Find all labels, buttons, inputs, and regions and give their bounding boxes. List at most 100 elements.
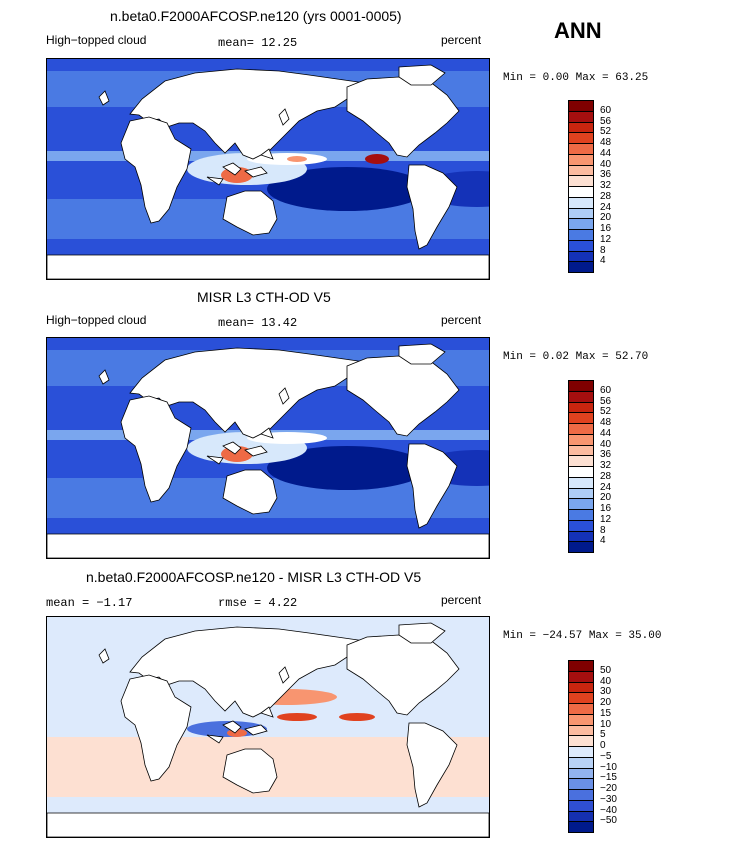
colorbar-swatch	[568, 261, 594, 273]
colorbar-tick-label: 40	[600, 675, 612, 687]
colorbar-tick-label: 44	[600, 427, 612, 439]
panel-2-map-svg	[47, 338, 489, 558]
colorbar-tick-label: 48	[600, 137, 612, 148]
panel-3-colorbar: 50 40 30 20 15 10 5 0 −5 −10 −15 −20 −30 −40 −50	[568, 660, 628, 833]
panama-max	[365, 154, 389, 164]
land-maritime	[206, 148, 274, 186]
land-samer	[406, 443, 458, 529]
land-green	[398, 622, 446, 644]
colorbar-tick-label: −15	[600, 772, 617, 784]
colorbar-tick-label: 12	[600, 233, 612, 245]
colorbar-tick-label: 0	[600, 740, 606, 751]
land-samer	[406, 722, 458, 808]
panel-3-map-svg	[47, 617, 489, 837]
colorbar-tick-label: 16	[600, 223, 612, 234]
panel-1-map-svg	[47, 59, 489, 279]
land-jap	[278, 387, 290, 405]
colorbar-tick-label: 44	[600, 147, 612, 159]
colorbar-tick-label: −50	[600, 815, 617, 827]
panel-3-minmax: Min = −24.57 Max = 35.00	[503, 630, 662, 642]
land-africa	[120, 116, 192, 224]
land-maritime	[206, 427, 274, 465]
colorbar-tick-label: −40	[600, 804, 617, 816]
panel-3-rmse: rmse = 4.22	[218, 596, 298, 610]
colorbar-tick-label: 5	[600, 729, 606, 741]
colorbar-tick-label: −20	[600, 783, 617, 794]
colorbar-tick-label: 52	[600, 126, 612, 138]
land-eurasia	[129, 626, 386, 718]
colorbar-tick-label: 32	[600, 180, 612, 191]
panel-1-minmax: Min = 0.00 Max = 63.25	[503, 72, 649, 84]
colorbar-tick-label: 4	[600, 535, 606, 547]
colorbar-tick-label: 20	[600, 212, 612, 224]
colorbar-tick-label: 12	[600, 513, 612, 525]
land-antarctica	[47, 533, 489, 558]
colorbar-tick-label: 60	[600, 104, 612, 116]
panel-2-minmax: Min = 0.02 Max = 52.70	[503, 351, 649, 363]
colorbar-tick-label: 32	[600, 460, 612, 471]
panel-1-left-label: High−topped cloud	[46, 33, 147, 47]
colorbar-tick-label: 8	[600, 244, 606, 256]
land-austr	[222, 748, 278, 794]
colorbar-tick-label: 56	[600, 395, 612, 407]
colorbar-tick-label: 24	[600, 201, 612, 213]
panel-1-mean: mean= 12.25	[218, 36, 298, 50]
pacific-positive	[277, 713, 317, 721]
land-samer	[406, 164, 458, 250]
land-eurasia	[129, 68, 386, 160]
land-austr	[222, 469, 278, 515]
panel-3-title: n.beta0.F2000AFCOSP.ne120 - MISR L3 CTH-…	[86, 569, 422, 585]
season-label: ANN	[554, 18, 602, 43]
panel-2-colorbar: 60 56 52 48 44 40 36 32 28 24 20 16 12 8 4	[568, 380, 628, 553]
colorbar-tick-label: 30	[600, 686, 612, 698]
land-green	[398, 64, 446, 86]
land-uk	[98, 648, 110, 664]
land-maritime	[206, 706, 274, 744]
colorbar-tick-label: 48	[600, 417, 612, 428]
panel-3-mean: mean = −1.17	[46, 596, 133, 610]
colorbar-tick-label: 24	[600, 481, 612, 493]
land-uk	[98, 90, 110, 106]
subtropical-minimum	[267, 446, 427, 490]
panel-2-title: MISR L3 CTH-OD V5	[197, 289, 331, 305]
colorbar-tick-label: 8	[600, 524, 606, 536]
land-eurasia	[129, 347, 386, 439]
panel-1-title: n.beta0.F2000AFCOSP.ne120 (yrs 0001-0005…	[110, 8, 402, 24]
panama-positive	[339, 713, 375, 721]
colorbar-tick-label: 56	[600, 115, 612, 127]
land-africa	[120, 395, 192, 503]
colorbar-tick-label: 60	[600, 384, 612, 396]
colorbar-swatch	[568, 821, 594, 833]
colorbar-tick-label: 4	[600, 255, 606, 267]
colorbar-tick-label: 20	[600, 697, 612, 708]
panel-2-mean: mean= 13.42	[218, 316, 298, 330]
panel-3-map	[46, 616, 490, 838]
colorbar-tick-label: 20	[600, 492, 612, 504]
panel-3-units: percent	[441, 593, 482, 607]
land-antarctica	[47, 254, 489, 279]
panel-2-map	[46, 337, 490, 559]
colorbar-tick-label: 28	[600, 190, 612, 202]
land-antarctica	[47, 812, 489, 837]
land-green	[398, 343, 446, 365]
colorbar-tick-label: 40	[600, 438, 612, 450]
panel-2-units: percent	[441, 313, 482, 327]
colorbar-tick-label: 10	[600, 718, 612, 730]
colorbar-tick-label: 52	[600, 406, 612, 418]
colorbar-tick-label: −10	[600, 761, 617, 773]
panel-2-left-label: High−topped cloud	[46, 313, 147, 327]
colorbar-tick-label: 36	[600, 169, 612, 181]
colorbar-tick-label: −5	[600, 750, 612, 762]
subtropical-minimum	[267, 167, 427, 211]
land-jap	[278, 666, 290, 684]
land-austr	[222, 190, 278, 236]
colorbar-swatch	[568, 541, 594, 553]
colorbar-tick-label: 28	[600, 470, 612, 482]
colorbar-tick-label: 40	[600, 158, 612, 170]
colorbar-tick-label: 15	[600, 707, 612, 719]
panel-1-map	[46, 58, 490, 280]
pacific-max	[287, 156, 307, 162]
land-africa	[120, 674, 192, 782]
colorbar-tick-label: −30	[600, 793, 617, 805]
colorbar-tick-label: 50	[600, 664, 612, 676]
